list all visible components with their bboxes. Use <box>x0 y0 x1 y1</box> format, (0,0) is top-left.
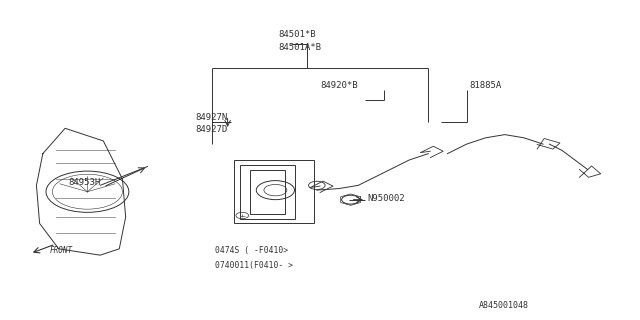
Text: A845001048: A845001048 <box>479 301 529 310</box>
Text: 0740011(F0410- >: 0740011(F0410- > <box>215 261 293 270</box>
Text: 81885A: 81885A <box>470 81 502 90</box>
Text: 84953H: 84953H <box>68 178 100 187</box>
Text: 84927D: 84927D <box>196 125 228 134</box>
Bar <box>241 165 294 219</box>
Text: N950002: N950002 <box>368 194 405 203</box>
Bar <box>250 170 285 214</box>
Text: 84920*B: 84920*B <box>320 81 358 90</box>
Text: 84927N: 84927N <box>196 113 228 122</box>
Text: 84501*B: 84501*B <box>278 30 316 39</box>
Text: 0474S ( -F0410>: 0474S ( -F0410> <box>215 246 288 255</box>
Bar <box>234 160 314 223</box>
Text: FRONT: FRONT <box>49 246 72 255</box>
Text: 84501A*B: 84501A*B <box>278 43 321 52</box>
